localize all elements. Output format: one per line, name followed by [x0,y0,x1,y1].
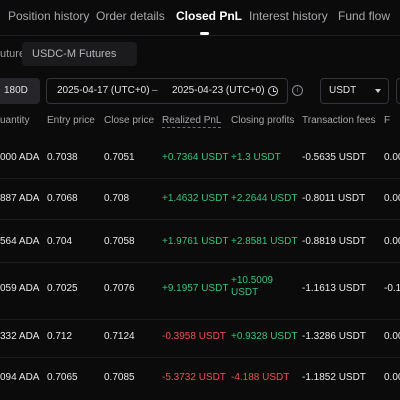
cell-realized-pnl: -5.3732 USDT [162,372,226,383]
cell-quantity: 094 ADA [0,372,40,383]
filter-bar: 180D 2025-04-17 (UTC+0) – 2025-04-23 (UT… [0,78,400,104]
tab-order-details[interactable]: Order details [96,9,165,23]
cell-closing-profits: +0.9328 USDT [231,331,298,342]
cell-realized-pnl: +1.4632 USDT [162,193,229,204]
cell-transaction-fees: -0.8819 USDT [302,236,366,247]
cell-transaction-fees: -1.1852 USDT [302,372,366,383]
cell-extra: 0.00 [384,236,400,247]
cell-close-price: 0.7051 [104,152,135,163]
cell-close-price: 0.7076 [104,283,135,294]
cell-close-price: 0.7085 [104,372,135,383]
cell-entry-price: 0.712 [47,331,73,342]
start-date: 2025-04-17 (UTC+0) [57,85,150,96]
cell-quantity: 332 ADA [0,331,40,342]
tab-position-history[interactable]: Position history [8,9,90,23]
cell-closing-profits: +2.2644 USDT [231,193,298,204]
more-filter-button[interactable] [396,78,400,104]
cell-extra: 0.00 [384,193,400,204]
cell-extra: 0.00 [384,372,400,383]
cell-extra: -0.1 [384,283,400,294]
table-row: 059 ADA 0.7025 0.7076 +9.1957 USDT +10.5… [0,263,400,320]
header-realized-pnl: Realized PnL [162,115,222,128]
cell-closing-profits: +10.5009 USDT [231,275,273,298]
cell-close-price: 0.7124 [104,331,135,342]
futures-type-tabs: utures USDC-M Futures [0,42,137,66]
cell-entry-price: 0.7038 [47,152,78,163]
date-range-picker[interactable]: 2025-04-17 (UTC+0) – 2025-04-23 (UTC+0) [46,78,288,104]
cell-entry-price: 0.7025 [47,283,78,294]
cell-quantity: 059 ADA [0,283,40,294]
cell-realized-pnl: -0.3958 USDT [162,331,226,342]
subtab-futures[interactable]: utures [0,48,31,60]
cell-quantity: 887 ADA [0,193,40,204]
header-closing-profits: Closing profits [231,115,295,126]
history-tabs: Position history Order details Closed Pn… [0,0,400,36]
cell-transaction-fees: -0.5635 USDT [302,152,366,163]
cell-closing-profits: +2.8581 USDT [231,236,298,247]
cell-extra: 0.00 [384,331,400,342]
table-row: 094 ADA 0.7065 0.7085 -5.3732 USDT -4.18… [0,358,400,400]
period-button-180d[interactable]: 180D [0,78,40,104]
chevron-down-icon [375,89,381,93]
header-close-price: Close price [104,115,155,126]
currency-value: USDT [329,85,357,96]
currency-select[interactable]: USDT [320,78,389,104]
cell-closing-profits: +1.3 USDT [231,152,281,163]
end-date: 2025-04-23 (UTC+0) [172,85,265,96]
table-header: uantity Entry price Close price Realized… [0,115,400,131]
active-tab-indicator [200,32,209,35]
table-row: 332 ADA 0.712 0.7124 -0.3958 USDT +0.932… [0,320,400,358]
info-icon[interactable]: i [292,85,303,96]
header-entry-price: Entry price [47,115,95,126]
cell-close-price: 0.7058 [104,236,135,247]
cell-realized-pnl: +0.7364 USDT [162,152,229,163]
cell-entry-price: 0.704 [47,236,73,247]
cell-transaction-fees: -1.1613 USDT [302,283,366,294]
header-transaction-fees: Transaction fees [302,115,376,126]
cell-entry-price: 0.7065 [47,372,78,383]
cell-extra: 0.00 [384,152,400,163]
cell-realized-pnl: +1.9761 USDT [162,236,229,247]
cell-close-price: 0.708 [104,193,130,204]
table-row: 564 ADA 0.704 0.7058 +1.9761 USDT +2.858… [0,220,400,263]
cell-quantity: 564 ADA [0,236,40,247]
cell-quantity: 000 ADA [0,152,40,163]
table-row: 887 ADA 0.7068 0.708 +1.4632 USDT +2.264… [0,179,400,220]
header-quantity: uantity [0,115,30,126]
cell-closing-profits: -4.188 USDT [231,372,290,383]
table-row: 000 ADA 0.7038 0.7051 +0.7364 USDT +1.3 … [0,137,400,179]
cell-transaction-fees: -0.8011 USDT [302,193,366,204]
cell-realized-pnl: +9.1957 USDT [162,283,229,294]
header-extra: F [384,115,391,126]
cell-entry-price: 0.7068 [47,193,78,204]
tab-interest-history[interactable]: Interest history [249,9,328,23]
tab-fund-flow[interactable]: Fund flow [338,9,391,23]
tab-closed-pnl[interactable]: Closed PnL [176,9,243,23]
subtab-usdc-m-futures[interactable]: USDC-M Futures [22,42,137,66]
cell-transaction-fees: -1.3286 USDT [302,331,366,342]
clock-icon[interactable] [268,86,278,96]
date-separator: – [152,85,158,96]
